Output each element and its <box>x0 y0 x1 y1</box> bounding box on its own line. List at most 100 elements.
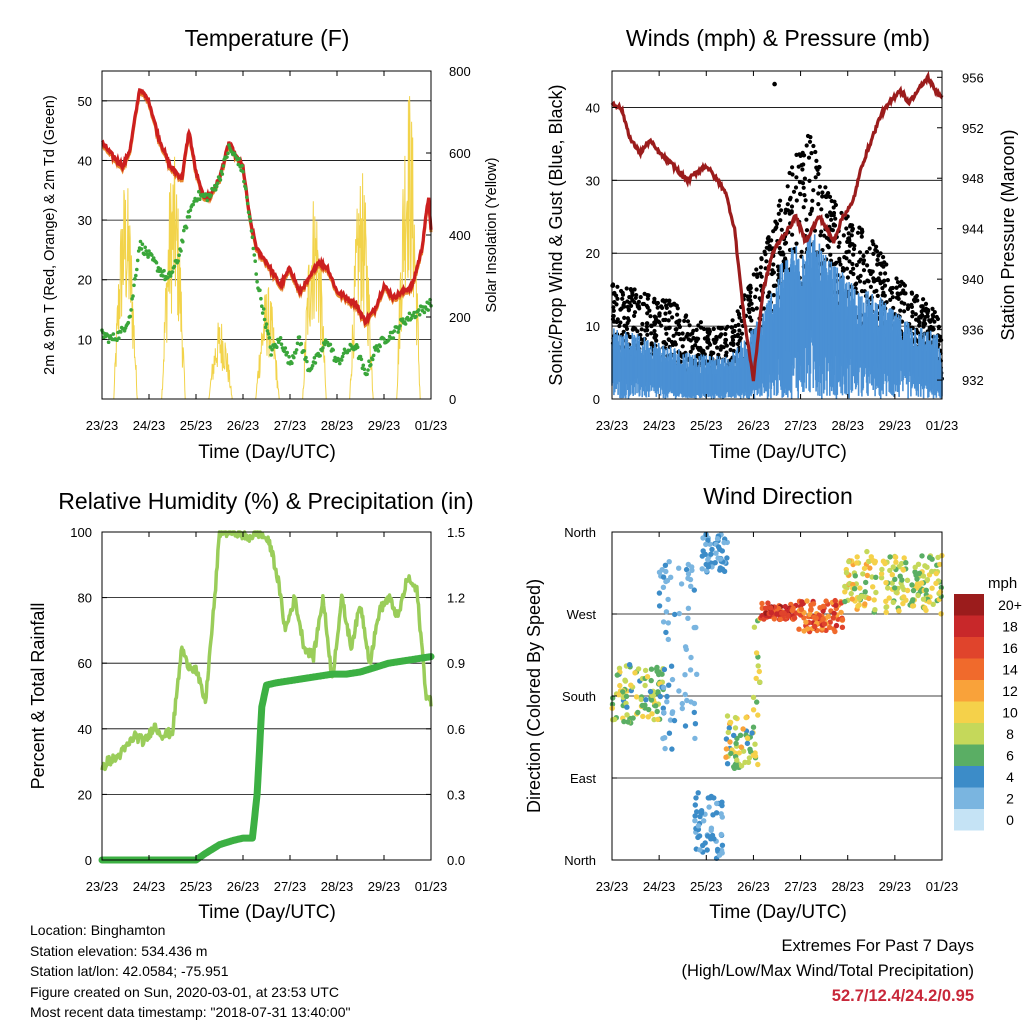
gust-point <box>798 153 803 158</box>
gust-point <box>906 305 911 311</box>
direction-point <box>666 559 672 565</box>
direction-point <box>692 818 698 824</box>
gust-point <box>611 308 616 313</box>
gust-point <box>846 236 852 241</box>
gust-point <box>895 280 901 285</box>
gust-point <box>789 204 795 209</box>
gust-point <box>745 294 750 299</box>
direction-point <box>885 585 891 591</box>
direction-point <box>825 613 832 620</box>
legend-swatch <box>954 787 984 809</box>
direction-point <box>669 709 676 715</box>
dewpoint-point <box>245 195 249 200</box>
humidity-title: Relative Humidity (%) & Precipitation (i… <box>58 488 473 514</box>
gust-point <box>831 210 837 216</box>
gust-point <box>773 226 778 231</box>
gust-point <box>830 228 836 233</box>
gust-point <box>794 198 799 203</box>
y-tick-label: West <box>567 607 597 622</box>
y-tick-label: 40 <box>78 153 92 168</box>
gust-point <box>754 287 759 292</box>
direction-point <box>714 800 720 807</box>
direction-point <box>803 619 809 625</box>
direction-point <box>752 741 758 747</box>
gust-point <box>902 309 907 314</box>
y2-tick-label: 932 <box>962 373 984 388</box>
winds-xlabel: Time (Day/UTC) <box>709 442 847 463</box>
direction-point <box>656 671 662 678</box>
pressure-series <box>610 70 944 382</box>
gust-point <box>671 333 676 338</box>
direction-point <box>892 576 898 582</box>
gust-point <box>872 289 877 294</box>
gust-point <box>844 256 849 261</box>
direction-point <box>717 565 724 571</box>
x-tick-label: 25/23 <box>180 418 213 433</box>
dewpoint-point <box>245 201 250 206</box>
gust-point <box>799 249 804 254</box>
dewpoint-point <box>299 341 304 346</box>
humidity-plot-frame <box>101 531 432 861</box>
direction-point <box>719 842 726 848</box>
dewpoint-point <box>242 179 246 184</box>
gust-point <box>627 300 632 305</box>
dewpoint-point <box>382 337 386 341</box>
gust-point <box>790 172 795 177</box>
gust-point <box>615 284 620 289</box>
dewpoint-point <box>339 358 344 362</box>
gust-point <box>644 321 650 326</box>
direction-point <box>889 580 895 586</box>
gust-point <box>910 314 915 319</box>
gust-point <box>716 325 721 330</box>
gust-point <box>864 250 870 255</box>
direction-x-axis: 23/23 24/23 25/23 26/23 27/23 28/23 29/23 01/23 <box>596 532 958 894</box>
direction-point <box>771 616 777 622</box>
direction-point <box>854 560 860 566</box>
gust-point <box>624 286 629 291</box>
direction-point <box>842 598 848 605</box>
dewpoint-point <box>412 310 416 315</box>
direction-point <box>929 568 935 575</box>
direction-point <box>666 682 672 688</box>
direction-point <box>692 735 698 742</box>
dewpoint-point <box>287 355 291 359</box>
dewpoint-point <box>378 344 383 349</box>
wind-series <box>611 232 943 399</box>
gust-point <box>746 307 751 312</box>
gust-point <box>735 341 741 347</box>
direction-point <box>937 561 943 568</box>
dewpoint-point <box>232 151 237 156</box>
dewpoint-point <box>417 313 422 317</box>
direction-point <box>660 705 666 711</box>
direction-point <box>678 581 685 587</box>
direction-point <box>713 810 720 816</box>
direction-point <box>691 709 697 716</box>
dewpoint-point <box>119 330 123 334</box>
gust-point <box>785 184 790 189</box>
direction-point <box>647 688 654 695</box>
gust-point <box>819 207 824 212</box>
gust-point <box>921 297 926 302</box>
direction-point <box>660 574 667 580</box>
dewpoint-point <box>129 308 133 312</box>
x-tick-label: 23/23 <box>86 418 119 433</box>
gust-point <box>685 319 691 324</box>
dewpoint-point <box>397 326 401 331</box>
gust-point <box>783 256 788 261</box>
direction-point <box>687 576 694 583</box>
extremes-values: 52.7/12.4/24.2/0.95 <box>831 987 974 1005</box>
direction-point <box>709 546 715 553</box>
gust-point <box>649 331 654 336</box>
direction-point <box>926 599 932 605</box>
direction-point <box>669 746 675 752</box>
dewpoint-point <box>251 246 256 251</box>
gust-point <box>766 294 771 299</box>
dewpoint-point <box>205 198 210 203</box>
gust-point <box>611 313 616 319</box>
direction-point <box>731 765 738 771</box>
x-tick-label: 25/23 <box>690 879 723 894</box>
gust-point <box>913 295 918 300</box>
direction-point <box>663 609 670 615</box>
direction-point <box>738 763 745 769</box>
gust-point <box>719 326 725 331</box>
